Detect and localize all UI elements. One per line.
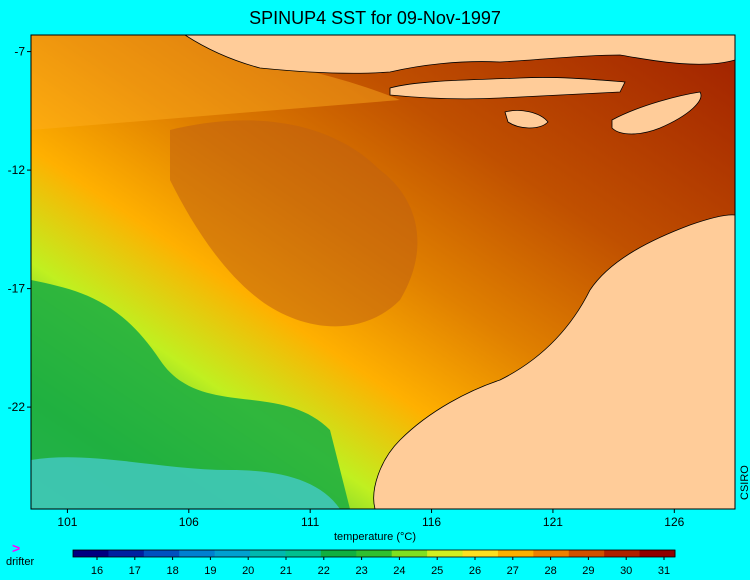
- colorbar-segment: [285, 550, 322, 557]
- colorbar-tick-label: 16: [91, 565, 103, 577]
- colorbar-tick-label: 28: [544, 565, 556, 577]
- warm-eddy: [170, 120, 418, 327]
- lesser-sunda-islands-land: [389, 77, 626, 100]
- colorbar-segment: [250, 550, 286, 557]
- colorbar-tick-label: 24: [393, 565, 405, 577]
- australia-land: [373, 214, 735, 509]
- colorbar-segment: [497, 550, 534, 557]
- colorbar-tick-label: 31: [658, 565, 670, 577]
- latitude-axis: -7 -12 -17 -22: [8, 45, 31, 414]
- colorbar-tick-label: 20: [242, 565, 254, 577]
- map-title: SPINUP4 SST for 09-Nov-1997: [249, 8, 501, 28]
- cool-water-region: [31, 280, 350, 509]
- colorbar-segment: [320, 550, 357, 557]
- lon-tick-label: 101: [57, 515, 77, 529]
- colorbar-tick-label: 21: [280, 565, 292, 577]
- coldest-water-region: [31, 457, 340, 509]
- colorbar-segment: [143, 550, 180, 557]
- colorbar-tick-label: 29: [582, 565, 594, 577]
- colorbar-label: temperature (°C): [333, 531, 417, 543]
- lon-tick-label: 116: [422, 515, 441, 529]
- lon-tick-label: 111: [301, 515, 320, 529]
- timor-land: [611, 91, 702, 135]
- colorbar-segment: [462, 550, 499, 557]
- colorbar-segment: [73, 550, 109, 557]
- colorbar-tick-label: 23: [355, 565, 367, 577]
- map-frame: [30, 34, 736, 510]
- colorbar-tick-label: 25: [431, 565, 443, 577]
- colorbar-tick-label: 17: [129, 565, 141, 577]
- colorbar-segment: [533, 550, 570, 557]
- colorbar-tick-label: 27: [507, 565, 519, 577]
- colorbar-segment: [639, 550, 676, 557]
- lon-tick-label: 126: [664, 515, 684, 529]
- lat-tick-label: -17: [8, 282, 26, 296]
- sumba-land: [504, 110, 549, 129]
- drifter-label: drifter: [6, 556, 35, 568]
- colorbar-segment: [356, 550, 393, 557]
- lon-tick-label: 121: [543, 515, 563, 529]
- lat-tick-label: -7: [14, 45, 25, 59]
- mild-water-region: [31, 35, 400, 130]
- colorbar-tick-label: 30: [620, 565, 632, 577]
- colorbar-tick-label: 22: [318, 565, 330, 577]
- lon-tick-label: 106: [179, 515, 199, 529]
- colorbar-segment: [391, 550, 428, 557]
- colorbar-segment: [179, 550, 216, 557]
- colorbar-segment: [568, 550, 605, 557]
- credit-label: CSIRO: [739, 465, 750, 500]
- drifter-symbol: >: [12, 540, 21, 556]
- colorbar-tick-label: 26: [469, 565, 481, 577]
- colorbar-segment: [108, 550, 145, 557]
- colorbar-segment: [214, 550, 251, 557]
- java-land: [184, 35, 735, 74]
- longitude-axis: 101 106 111 116 121 126: [57, 509, 685, 529]
- lat-tick-label: -22: [8, 400, 26, 414]
- colorbar: 16 17 18 19 20 21 22 23 24 25 26 27 28 29 30 31: [72, 549, 676, 577]
- colorbar-segment: [604, 550, 641, 557]
- colorbar-segment: [427, 550, 464, 557]
- colorbar-tick-label: 19: [204, 565, 216, 577]
- colorbar-tick-label: 18: [166, 565, 178, 577]
- colorbar-frame: [72, 549, 676, 558]
- lat-tick-label: -12: [8, 163, 26, 177]
